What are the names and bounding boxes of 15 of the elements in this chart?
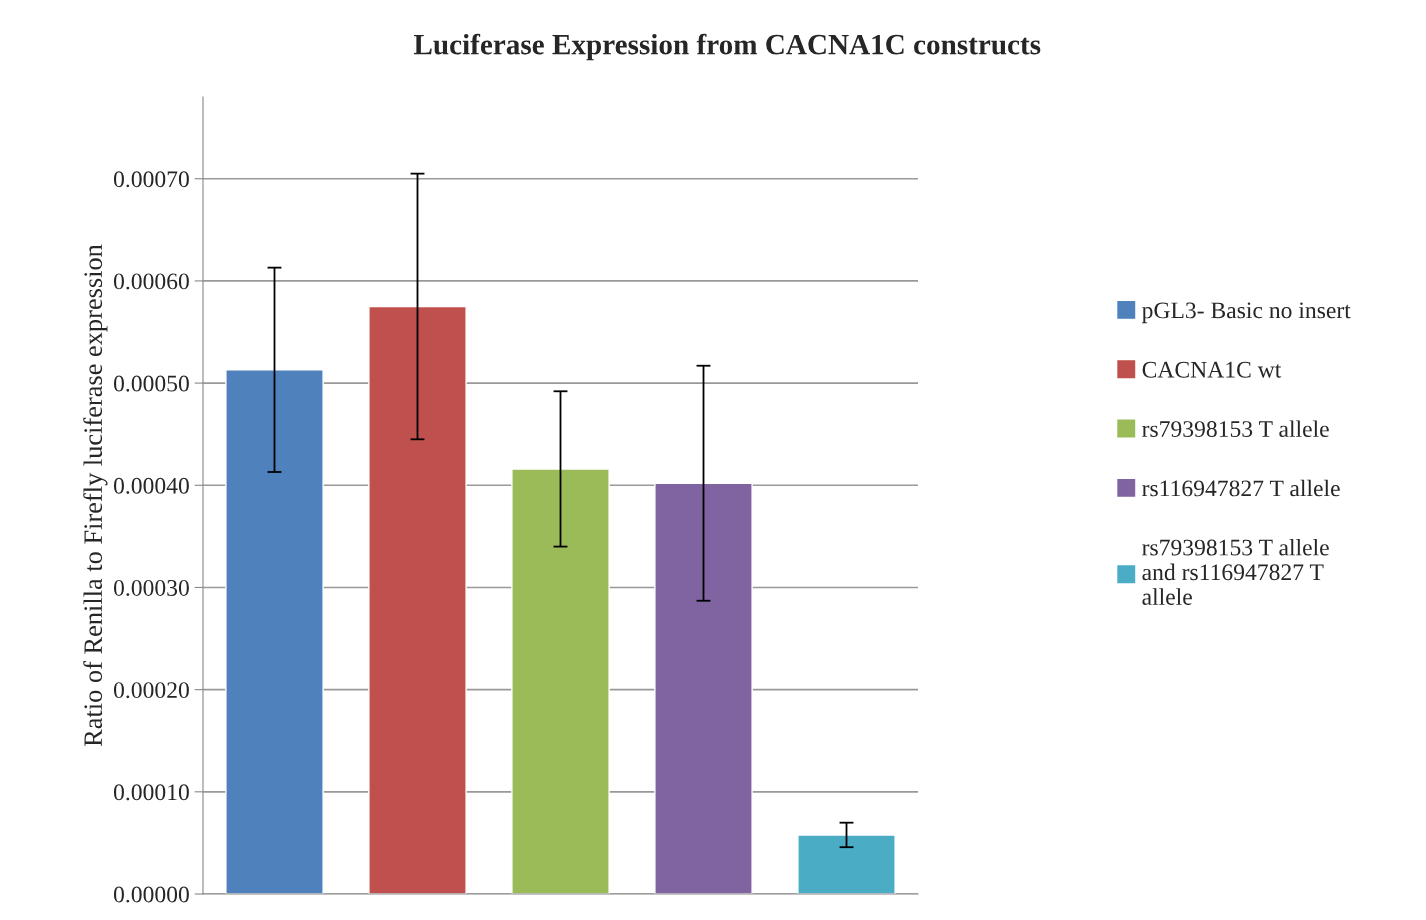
y-tick-label: 0.00030 bbox=[113, 579, 189, 596]
y-tick-label: 0.00060 bbox=[113, 273, 189, 290]
chart-title: Luciferase Expression from CACNA1C constructs bbox=[413, 33, 1041, 61]
y-tick-label: 0.00040 bbox=[113, 477, 189, 494]
legend-label: rs79398153 T allele bbox=[1142, 420, 1329, 438]
legend-label: pGL3- Basic no insert bbox=[1141, 302, 1351, 324]
y-tick-label: 0.00020 bbox=[113, 682, 189, 699]
y-tick-label: 0.00050 bbox=[113, 375, 189, 392]
y-tick-label: 0.00010 bbox=[113, 784, 189, 801]
y-axis-title: Ratio of Renilla to Firefly luciferase expression bbox=[83, 244, 108, 747]
legend-label: rs116947827 T allele bbox=[1142, 479, 1340, 497]
legend-label: rs79398153 T allele and rs116947827 T allele bbox=[1142, 538, 1329, 605]
legend-label: CACNA1C wt bbox=[1142, 361, 1282, 378]
y-tick-label: 0.00070 bbox=[113, 171, 189, 188]
y-tick-label: 0.00000 bbox=[113, 886, 189, 903]
